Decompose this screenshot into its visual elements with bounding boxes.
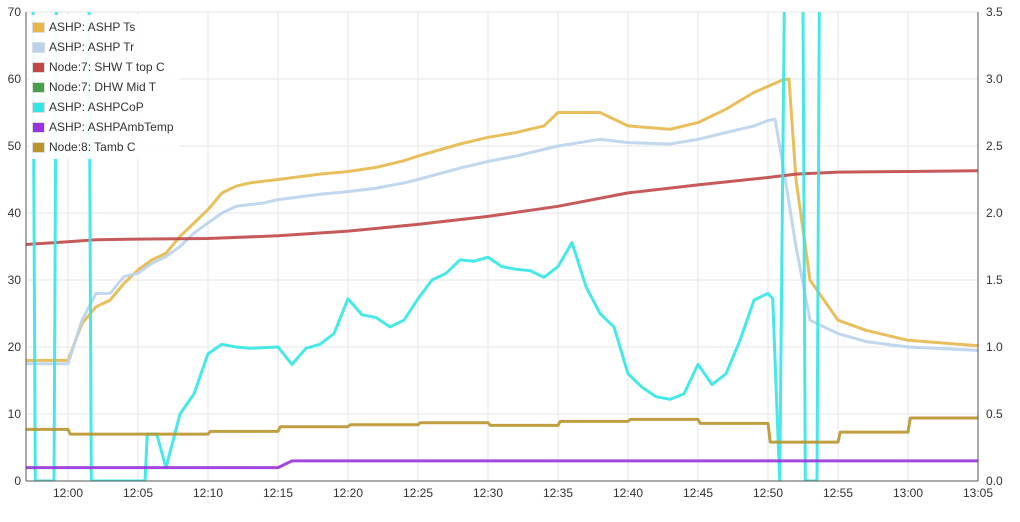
chart-legend: ASHP: ASHP Ts ASHP: ASHP Tr Node:7: SHW T …	[29, 15, 180, 159]
y-left-tick-label: 10	[8, 407, 22, 421]
legend-item[interactable]: ASHP: ASHP Ts	[32, 17, 174, 37]
series-line-ashp-ashpambtemp	[26, 459, 978, 470]
y-right-tick-label: 2.5	[986, 139, 1003, 153]
legend-item[interactable]: Node:7: DHW Mid T	[32, 77, 174, 97]
series-line-ashp-ashp-tr	[26, 117, 978, 366]
legend-swatch	[32, 101, 45, 113]
legend-item[interactable]: ASHP: ASHPAmbTemp	[32, 117, 174, 137]
y-right-tick-label: 3.0	[986, 72, 1003, 86]
x-tick-label: 13:00	[893, 486, 923, 500]
y-left-tick-label: 40	[8, 206, 22, 220]
series-line-ashp-ashp-ts	[26, 77, 978, 362]
x-tick-label: 12:55	[823, 486, 853, 500]
series-line-ashp-ashpcop	[31, 12, 821, 481]
x-tick-label: 12:45	[683, 486, 713, 500]
x-tick-label: 12:25	[403, 486, 433, 500]
series-layer	[26, 12, 978, 481]
y-right-tick-label: 0.0	[986, 474, 1003, 488]
legend-label: Node:7: SHW T top C	[49, 60, 165, 74]
x-tick-label: 12:10	[193, 486, 223, 500]
legend-label: ASHP: ASHPAmbTemp	[49, 120, 174, 134]
legend-item[interactable]: ASHP: ASHPCoP	[32, 97, 174, 117]
legend-swatch	[32, 41, 45, 53]
y-left-tick-label: 70	[8, 5, 22, 19]
x-tick-label: 12:35	[543, 486, 573, 500]
legend-label: Node:7: DHW Mid T	[49, 80, 157, 94]
series-line-node-7-shw-t-top-c	[26, 169, 978, 246]
x-tick-label: 12:00	[53, 486, 83, 500]
legend-swatch	[32, 121, 45, 133]
y-left-tick-label: 50	[8, 139, 22, 153]
legend-swatch	[32, 61, 45, 73]
y-right-tick-label: 2.0	[986, 206, 1003, 220]
axis-layer: 12:00 12:05 12:10 12:15 12:20 12:25 12:30 12:35…	[8, 5, 1003, 500]
legend-swatch	[32, 141, 45, 153]
legend-label: ASHP: ASHP Ts	[49, 20, 136, 34]
x-tick-label: 12:40	[613, 486, 643, 500]
legend-label: ASHP: ASHP Tr	[49, 40, 135, 54]
legend-item[interactable]: Node:8: Tamb C	[32, 137, 174, 157]
y-right-tick-label: 1.0	[986, 340, 1003, 354]
x-tick-label: 13:05	[963, 486, 993, 500]
legend-swatch	[32, 81, 45, 93]
legend-label: ASHP: ASHPCoP	[49, 100, 144, 114]
x-tick-label: 12:20	[333, 486, 363, 500]
y-left-tick-label: 0	[14, 474, 21, 488]
x-tick-label: 12:15	[263, 486, 293, 500]
x-tick-label: 12:05	[123, 486, 153, 500]
y-left-tick-label: 60	[8, 72, 22, 86]
y-right-tick-label: 1.5	[986, 273, 1003, 287]
y-right-tick-label: 3.5	[986, 5, 1003, 19]
x-tick-label: 12:30	[473, 486, 503, 500]
legend-swatch	[32, 21, 45, 33]
legend-label: Node:8: Tamb C	[49, 140, 136, 154]
y-left-tick-label: 30	[8, 273, 22, 287]
legend-item[interactable]: Node:7: SHW T top C	[32, 57, 174, 77]
series-line-node-8-tamb-c	[26, 414, 978, 444]
y-left-tick-label: 20	[8, 340, 22, 354]
legend-item[interactable]: ASHP: ASHP Tr	[32, 37, 174, 57]
y-right-tick-label: 0.5	[986, 407, 1003, 421]
x-tick-label: 12:50	[753, 486, 783, 500]
